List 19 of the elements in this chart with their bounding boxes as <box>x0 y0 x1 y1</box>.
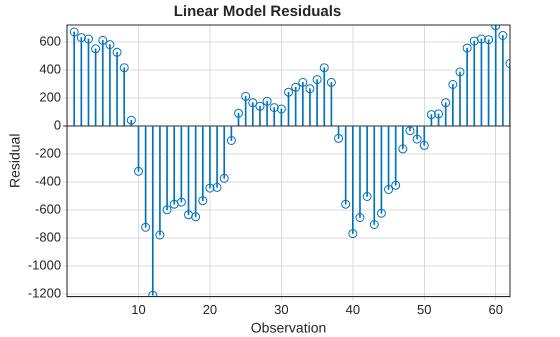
y-tick-label: -1000 <box>28 257 62 272</box>
y-tick-label: -1200 <box>28 285 62 300</box>
x-tick-label: 40 <box>346 302 360 317</box>
chart-title: Linear Model Residuals <box>174 3 342 20</box>
y-tick-label: -800 <box>35 229 62 244</box>
x-tick-label: 20 <box>202 302 218 317</box>
y-axis-title: Residual <box>6 134 22 188</box>
x-tick-label: 30 <box>274 302 289 317</box>
y-tick-label: 600 <box>39 33 62 48</box>
y-tick-label: 200 <box>39 89 62 104</box>
y-tick-label: -600 <box>35 201 62 216</box>
y-tick-label: 0 <box>54 117 62 132</box>
y-tick-label: -400 <box>35 173 62 188</box>
x-tick-label: 60 <box>488 302 503 317</box>
x-tick-label: 50 <box>417 302 432 317</box>
y-tick-label: 400 <box>39 61 62 76</box>
x-axis-title: Observation <box>250 319 326 336</box>
y-tick-label: -200 <box>35 145 62 160</box>
x-tick-label: 10 <box>131 302 146 317</box>
